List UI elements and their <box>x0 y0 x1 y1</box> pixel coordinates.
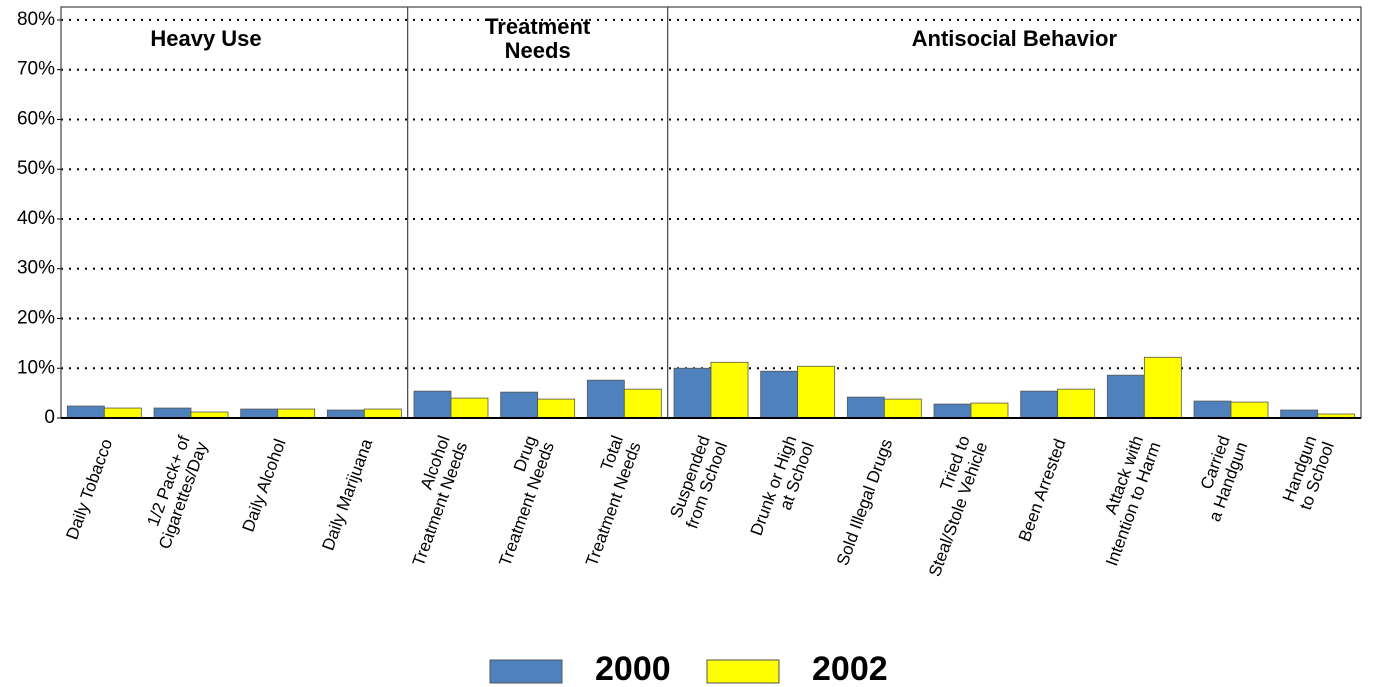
y-tick-label: 30% <box>17 258 55 279</box>
bar <box>240 408 279 419</box>
bar <box>1106 374 1145 419</box>
bar <box>66 405 105 419</box>
legend-label: 2002 <box>812 650 888 687</box>
group-label: Antisocial Behavior <box>912 26 1118 51</box>
bar <box>586 379 625 419</box>
x-tick-label: Daily Marijuana <box>318 436 376 553</box>
bar <box>797 365 836 419</box>
y-tick-label: 60% <box>17 108 55 129</box>
bar <box>673 367 712 419</box>
y-tick-label: 40% <box>17 208 55 229</box>
bar <box>1020 390 1059 419</box>
bar <box>1143 356 1182 419</box>
y-tick-label: 70% <box>17 59 55 80</box>
x-tick-label: Drunk or Highat School <box>747 433 818 544</box>
x-tick-label: Carrieda Handgun <box>1188 433 1252 524</box>
bar <box>710 361 749 419</box>
legend-swatch <box>706 659 780 684</box>
bar <box>153 407 192 419</box>
bar <box>883 398 922 419</box>
bar <box>103 407 142 419</box>
bar <box>933 403 972 419</box>
group-label: Heavy Use <box>150 26 261 51</box>
bar <box>970 402 1009 419</box>
bar <box>413 390 452 419</box>
x-tick-label: Suspendedfrom School <box>665 433 731 531</box>
bar <box>1230 401 1269 419</box>
x-tick-label: Tried toSteal/Stole Vehicle <box>908 433 992 579</box>
y-tick-label: 10% <box>17 357 55 378</box>
group-label: Treatment Needs <box>485 14 591 63</box>
bar <box>1057 388 1096 419</box>
legend-label: 2000 <box>595 650 671 687</box>
y-tick-label: 0 <box>44 407 55 428</box>
y-tick-label: 80% <box>17 9 55 30</box>
x-tick-label: Attack withIntention to Harm <box>1085 433 1165 568</box>
x-tick-label: Daily Tobacco <box>62 436 116 542</box>
x-tick-label: Daily Alcohol <box>238 436 289 534</box>
legend-swatch <box>489 659 563 684</box>
x-tick-label: Handgunto School <box>1279 433 1339 513</box>
bar <box>450 397 489 419</box>
x-tick-label: AlcoholTreatment Needs <box>392 433 472 569</box>
x-tick-label: DrugTreatment Needs <box>478 433 558 569</box>
bar <box>1280 409 1319 419</box>
bar <box>326 409 365 419</box>
x-tick-label: 1/2 Pack+ ofCigarettes/Day <box>138 433 212 552</box>
x-tick-label: TotalTreatment Needs <box>565 433 645 569</box>
x-tick-label: Sold Illegal Drugs <box>833 436 896 568</box>
plot-frame <box>60 6 1362 419</box>
bar <box>363 408 402 419</box>
bar <box>277 408 316 419</box>
bar <box>846 396 885 419</box>
bar <box>760 370 799 419</box>
bar <box>1193 400 1232 419</box>
bar <box>623 388 662 419</box>
y-tick-label: 50% <box>17 158 55 179</box>
bar <box>500 391 539 419</box>
bar <box>537 398 576 419</box>
y-tick-label: 20% <box>17 307 55 328</box>
x-tick-label: Been Arrested <box>1015 436 1070 544</box>
